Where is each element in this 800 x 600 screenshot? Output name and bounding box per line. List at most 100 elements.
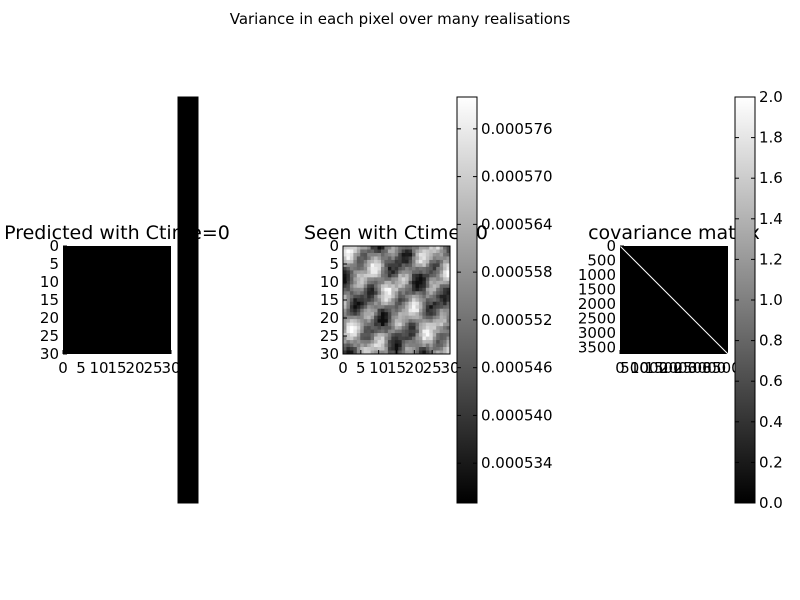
heatmap-cell	[446, 336, 451, 341]
heatmap-cell	[377, 256, 382, 261]
heatmap-cell	[391, 326, 396, 331]
y-tick-label: 0	[606, 237, 616, 255]
heatmap-cell	[436, 315, 441, 320]
heatmap-cell	[391, 252, 396, 257]
heatmap-cell	[432, 333, 437, 337]
covariance-diagonal	[619, 245, 729, 355]
heatmap-cell	[346, 301, 351, 306]
heatmap-cell	[346, 315, 351, 320]
heatmap-cell	[429, 319, 434, 324]
heatmap-cell	[394, 329, 399, 334]
heatmap-cell	[401, 256, 406, 261]
heatmap-cell	[429, 273, 434, 278]
x-tick-label: 10	[369, 359, 388, 377]
heatmap-cell	[412, 343, 416, 348]
heatmap-cell	[446, 298, 451, 303]
heatmap-cell	[443, 308, 447, 313]
heatmap-cell	[377, 273, 382, 278]
heatmap-cell	[384, 294, 389, 299]
heatmap-cell	[446, 294, 451, 299]
heatmap-cell	[422, 301, 427, 306]
heatmap-cell	[443, 305, 447, 310]
heatmap-cell	[394, 252, 399, 257]
heatmap-cell	[425, 319, 430, 324]
heatmap-cell	[363, 326, 368, 331]
heatmap-cell	[432, 340, 437, 344]
heatmap-cell	[436, 246, 441, 250]
heatmap-cell	[387, 315, 392, 320]
heatmap-cell	[398, 259, 403, 264]
heatmap-cell	[446, 343, 451, 348]
heatmap-cell	[401, 350, 406, 355]
heatmap-cell	[380, 256, 385, 261]
heatmap-cell	[360, 301, 365, 306]
heatmap-cell	[360, 343, 365, 348]
heatmap-cell	[408, 301, 413, 306]
heatmap-cell	[356, 301, 361, 306]
heatmap-cell	[394, 256, 399, 261]
heatmap-cell	[356, 305, 361, 310]
x-tick-label: 10	[89, 359, 108, 377]
heatmap-cell	[356, 249, 361, 254]
heatmap-cell	[363, 343, 368, 348]
heatmap-cell	[353, 287, 358, 292]
heatmap-cell	[436, 340, 441, 344]
heatmap-cell	[374, 308, 378, 313]
y-tick-label: 25	[40, 327, 59, 345]
heatmap-cell	[401, 305, 406, 310]
heatmap-cell	[436, 249, 441, 254]
heatmap-cell	[363, 256, 368, 261]
heatmap-cell	[374, 266, 378, 271]
heatmap-cell	[436, 336, 441, 341]
heatmap-cell	[343, 273, 347, 278]
heatmap-cell	[360, 319, 365, 324]
heatmap-cell	[398, 350, 403, 355]
heatmap-cell	[360, 305, 365, 310]
heatmap-cell	[384, 266, 389, 271]
heatmap-cell	[377, 270, 382, 275]
heatmap-cell	[384, 308, 389, 313]
heatmap-cell	[346, 298, 351, 303]
heatmap-cell	[443, 280, 447, 285]
heatmap-cell	[394, 280, 399, 285]
heatmap-cell	[418, 298, 423, 303]
heatmap-cell	[425, 305, 430, 310]
heatmap-cell	[394, 266, 399, 271]
heatmap-cell	[363, 287, 368, 292]
heatmap-cell	[432, 259, 437, 264]
heatmap-cell	[367, 263, 372, 268]
heatmap-cell	[446, 322, 451, 327]
heatmap-cell	[349, 246, 354, 250]
heatmap-cell	[405, 266, 409, 271]
heatmap-cell	[370, 246, 375, 250]
heatmap-cell	[405, 333, 409, 337]
heatmap-cell	[394, 336, 399, 341]
heatmap-cell	[398, 301, 403, 306]
heatmap-cell	[377, 280, 382, 285]
heatmap-cell	[353, 291, 358, 296]
heatmap-cell	[398, 298, 403, 303]
colorbar-tick-label: 1.6	[759, 169, 783, 187]
heatmap-cell	[374, 315, 378, 320]
heatmap-cell	[349, 308, 354, 313]
heatmap-cell	[418, 322, 423, 327]
heatmap-cell	[343, 263, 347, 268]
heatmap-cell	[405, 308, 409, 313]
heatmap-cell	[432, 280, 437, 285]
heatmap-cell	[370, 333, 375, 337]
heatmap-cell	[398, 294, 403, 299]
heatmap-cell	[436, 263, 441, 268]
heatmap-cell	[408, 322, 413, 327]
heatmap-cell	[405, 347, 409, 351]
colorbar-tick-label: 0.000570	[481, 168, 553, 186]
heatmap-cell	[353, 308, 358, 313]
heatmap-cell	[446, 308, 451, 313]
heatmap-cell	[415, 315, 420, 320]
heatmap-cell	[370, 329, 375, 334]
heatmap-cell	[370, 319, 375, 324]
heatmap-cell	[401, 319, 406, 324]
heatmap-cell	[384, 343, 389, 348]
heatmap-cell	[384, 312, 389, 317]
